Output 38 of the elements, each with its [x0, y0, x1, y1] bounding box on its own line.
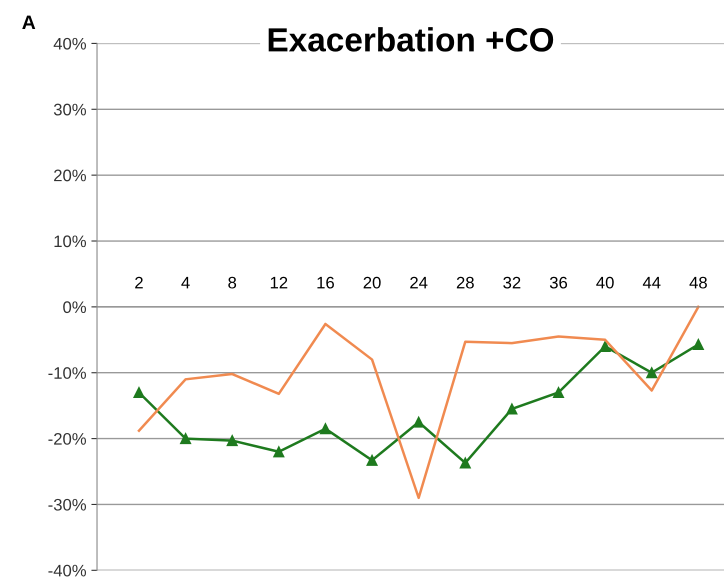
y-tick-label: 0% — [63, 301, 86, 314]
x-tick-label: 20 — [364, 276, 381, 289]
x-tick-label: 44 — [642, 276, 661, 288]
point — [552, 386, 564, 398]
x-tick-label: 48 — [689, 276, 707, 289]
x-tick-label: 36 — [550, 276, 568, 289]
point — [460, 457, 471, 469]
y-tick-label: -30% — [48, 498, 86, 511]
y-tick-label: -20% — [48, 432, 86, 445]
point — [180, 433, 192, 444]
y-tick-label: 30% — [54, 104, 86, 116]
x-tick-label: 32 — [503, 276, 520, 289]
point — [646, 367, 658, 378]
y-tick-label: -10% — [48, 367, 86, 379]
x-tick-label: 12 — [270, 276, 288, 288]
text: A — [22, 16, 36, 29]
x-tick-label: 16 — [317, 276, 334, 289]
x-tick-label: 4 — [181, 276, 190, 288]
point — [413, 416, 424, 428]
y-tick-label: 20% — [54, 170, 86, 182]
x-tick-label: 28 — [456, 276, 474, 289]
point — [506, 403, 518, 415]
x-tick-label: 2 — [135, 276, 143, 288]
point — [273, 446, 284, 458]
line-series — [138, 306, 700, 500]
x-tick-label: 8 — [228, 276, 236, 289]
y-tick-label: 40% — [54, 38, 86, 50]
x-tick-label: 40 — [596, 276, 614, 289]
point — [320, 423, 331, 434]
point — [366, 454, 378, 466]
y-tick-label: -40% — [48, 564, 86, 577]
chart-title: Exacerbation +CO — [268, 27, 554, 52]
point — [692, 338, 704, 350]
x-tick-label: 24 — [410, 276, 428, 288]
point — [226, 435, 238, 446]
point — [600, 340, 611, 352]
y-tick-label: 10% — [54, 235, 86, 248]
point — [133, 386, 145, 398]
